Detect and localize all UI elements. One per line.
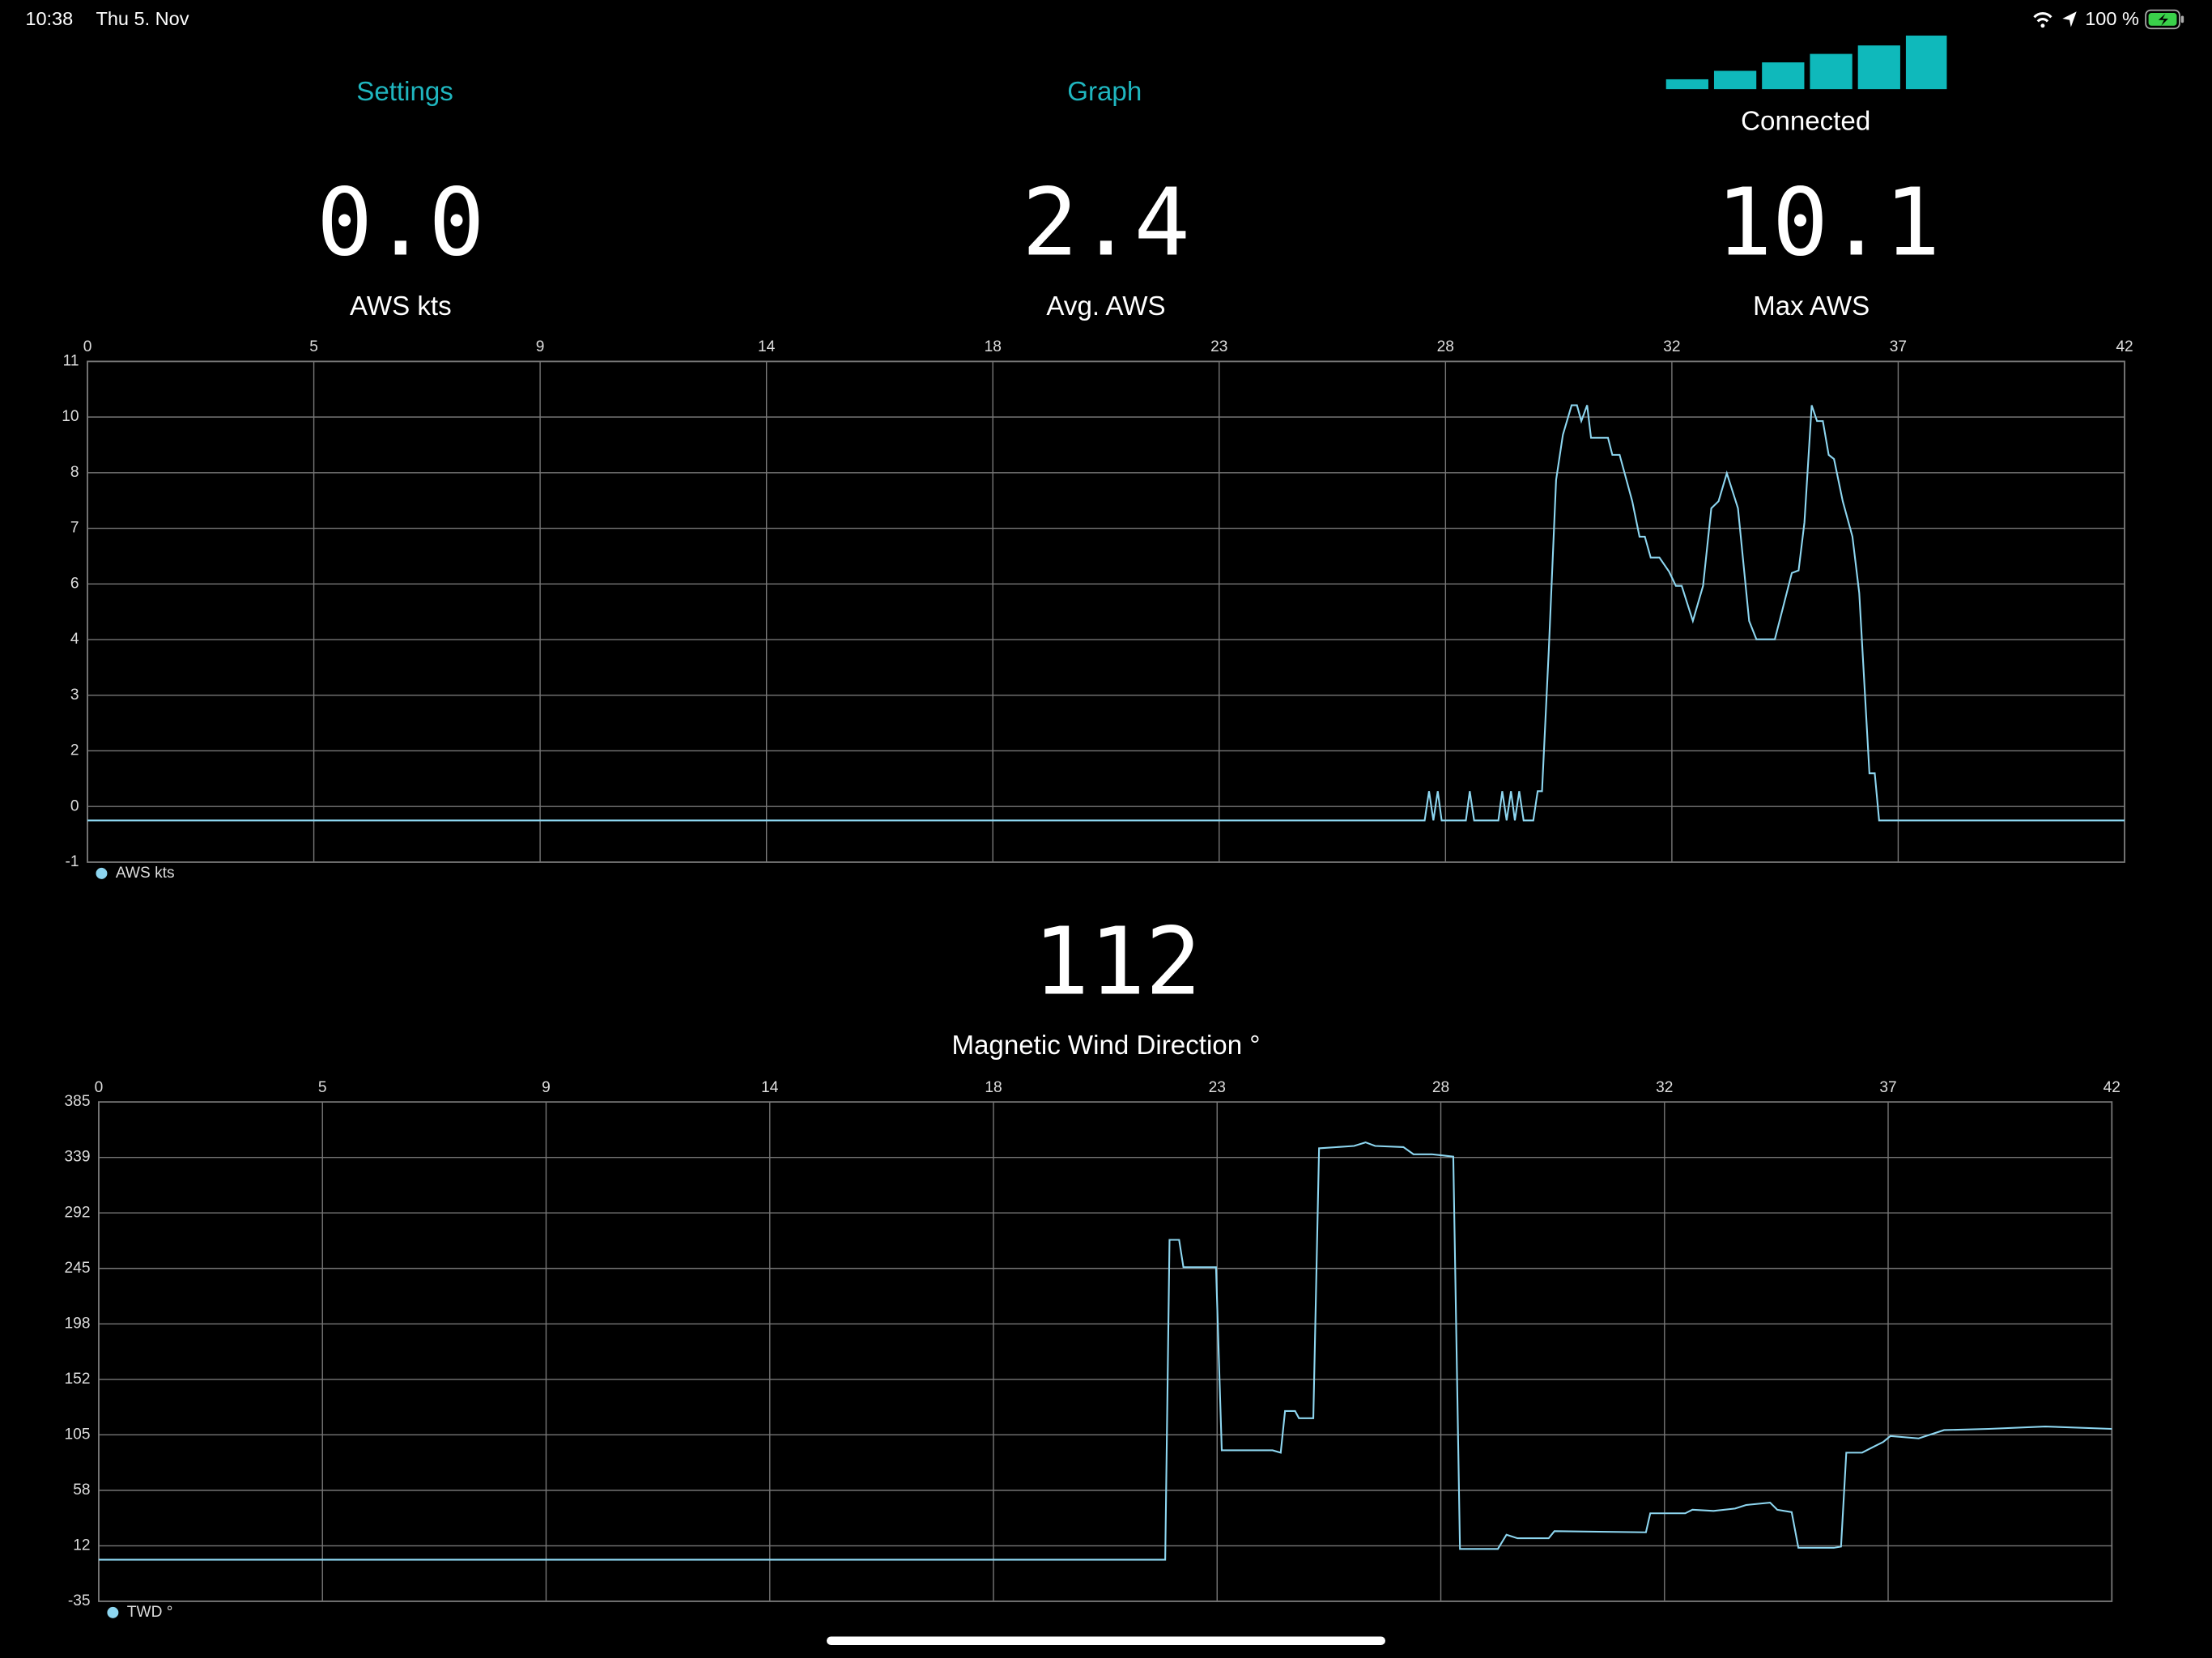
readout-label: Avg. AWS bbox=[1046, 291, 1165, 321]
wifi-icon-dot bbox=[2040, 23, 2045, 28]
y-tick-label: 4 bbox=[70, 631, 79, 648]
data-line bbox=[87, 404, 2125, 822]
status-battery: 100 % bbox=[2085, 8, 2139, 29]
x-tick-label: 42 bbox=[2116, 338, 2133, 355]
charging-icon bbox=[2158, 13, 2168, 26]
x-tick-label: 23 bbox=[1210, 338, 1227, 355]
y-tick-label: 198 bbox=[65, 1315, 91, 1332]
signal-bar bbox=[1665, 79, 1708, 90]
y-tick-label: 2 bbox=[70, 742, 79, 759]
connection-status: Connected bbox=[1741, 107, 1870, 137]
signal-bar bbox=[1713, 70, 1757, 90]
x-tick-label: 18 bbox=[985, 338, 1002, 355]
home-indicator bbox=[827, 1636, 1385, 1645]
x-tick-label: 0 bbox=[95, 1079, 104, 1096]
y-tick-label: -1 bbox=[66, 853, 79, 870]
y-tick-label: 0 bbox=[70, 797, 79, 814]
y-tick-label: 12 bbox=[73, 1537, 90, 1554]
y-tick-label: 385 bbox=[65, 1093, 91, 1110]
y-tick-label: 152 bbox=[65, 1371, 91, 1388]
battery-tip bbox=[2180, 15, 2184, 23]
signal-bar bbox=[1810, 53, 1853, 90]
status-date: Thu 5. Nov bbox=[96, 8, 189, 29]
x-tick-label: 18 bbox=[985, 1079, 1002, 1096]
readout-label: Max AWS bbox=[1753, 291, 1870, 321]
y-tick-label: 58 bbox=[73, 1482, 90, 1499]
settings-button[interactable]: Settings bbox=[356, 77, 453, 107]
readout-value: 0.0 bbox=[317, 168, 485, 277]
y-tick-label: 6 bbox=[70, 575, 79, 592]
x-tick-label: 9 bbox=[542, 1079, 551, 1096]
readout-label: AWS kts bbox=[350, 291, 452, 321]
x-tick-label: 42 bbox=[2104, 1079, 2121, 1096]
legend-label: AWS kts bbox=[116, 865, 175, 882]
legend-marker bbox=[96, 867, 108, 879]
x-tick-label: 37 bbox=[1879, 1079, 1896, 1096]
x-tick-label: 28 bbox=[1432, 1079, 1449, 1096]
y-tick-label: 105 bbox=[65, 1426, 91, 1443]
x-tick-label: 9 bbox=[536, 338, 545, 355]
graph-button[interactable]: Graph bbox=[1067, 77, 1142, 107]
y-tick-label: 292 bbox=[65, 1204, 91, 1221]
x-tick-label: 5 bbox=[318, 1079, 327, 1096]
x-tick-label: 32 bbox=[1663, 338, 1680, 355]
x-tick-label: 14 bbox=[758, 338, 776, 355]
legend-label: TWD ° bbox=[127, 1604, 173, 1621]
direction-label: Magnetic Wind Direction ° bbox=[951, 1031, 1260, 1061]
y-tick-label: 245 bbox=[65, 1260, 91, 1277]
x-tick-label: 28 bbox=[1437, 338, 1454, 355]
readout-value: 2.4 bbox=[1022, 168, 1190, 277]
x-tick-label: 23 bbox=[1209, 1079, 1226, 1096]
legend-marker bbox=[107, 1606, 119, 1618]
y-tick-label: 7 bbox=[70, 520, 79, 537]
data-line bbox=[98, 1141, 2112, 1561]
direction-value: 112 bbox=[1033, 908, 1202, 1016]
signal-bar bbox=[1905, 35, 1947, 90]
x-tick-label: 0 bbox=[83, 338, 92, 355]
y-tick-label: 339 bbox=[65, 1149, 91, 1166]
status-time: 10:38 bbox=[25, 8, 73, 29]
signal-bar bbox=[1857, 45, 1900, 90]
wifi-icon bbox=[2033, 12, 2052, 23]
y-tick-label: 10 bbox=[62, 408, 79, 425]
y-tick-label: 11 bbox=[63, 352, 79, 369]
y-tick-label: -35 bbox=[68, 1592, 91, 1609]
battery-icon bbox=[2145, 9, 2180, 30]
x-tick-label: 14 bbox=[761, 1079, 779, 1096]
x-tick-label: 5 bbox=[309, 338, 318, 355]
readout-value: 10.1 bbox=[1716, 168, 1941, 277]
x-tick-label: 37 bbox=[1890, 338, 1907, 355]
location-icon bbox=[2062, 11, 2077, 28]
signal-bars bbox=[1665, 35, 1947, 90]
y-tick-label: 8 bbox=[70, 464, 79, 481]
y-tick-label: 3 bbox=[70, 687, 79, 704]
signal-bar bbox=[1762, 62, 1805, 90]
x-tick-label: 32 bbox=[1656, 1079, 1673, 1096]
